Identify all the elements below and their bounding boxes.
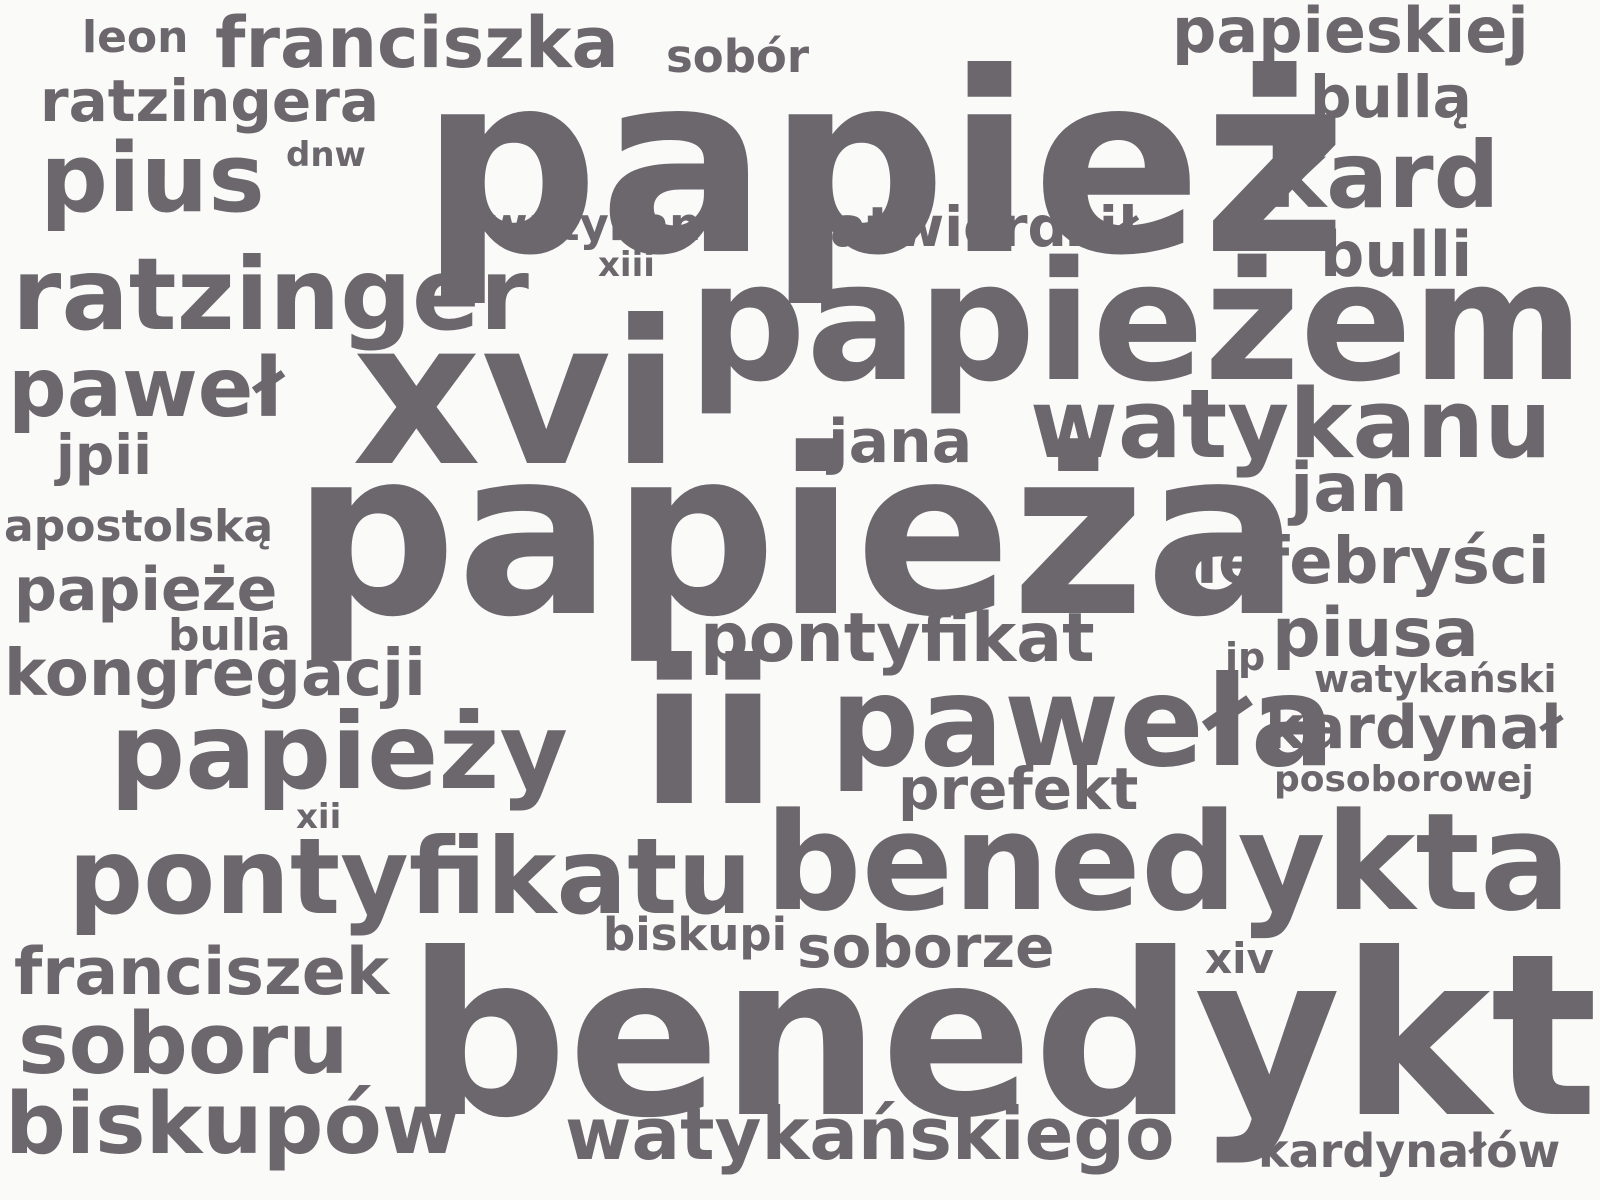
word-jan: jan bbox=[1290, 449, 1408, 528]
word-jana: jana bbox=[828, 407, 973, 477]
word-zatwierdzil: zatwierdził bbox=[798, 195, 1139, 259]
word-dnw: dnw bbox=[286, 135, 366, 175]
word-franciszka: franciszka bbox=[215, 2, 619, 84]
word-franciszek: franciszek bbox=[14, 935, 390, 1010]
word-posoborowej: posoborowej bbox=[1274, 759, 1534, 800]
word-bulla-instr: bullą bbox=[1310, 63, 1472, 131]
word-pontyfikatu: pontyfikatu bbox=[68, 816, 753, 938]
word-sobor: sobór bbox=[666, 30, 810, 83]
word-xiv: xiv bbox=[1205, 934, 1274, 983]
word-kongregacji: kongregacji bbox=[4, 637, 426, 711]
word-pius: pius bbox=[40, 124, 265, 234]
word-leon: leon bbox=[82, 12, 189, 63]
word-apostolska: apostolską bbox=[4, 501, 274, 552]
word-ii: ii bbox=[640, 618, 778, 851]
word-xxiii: xiii bbox=[598, 245, 655, 285]
word-biskupow: biskupów bbox=[5, 1075, 461, 1174]
word-watykanski: watykański bbox=[1314, 657, 1557, 701]
word-papieskiej: papieskiej bbox=[1172, 0, 1529, 67]
word-kard: kard bbox=[1265, 122, 1500, 229]
word-benedykt: benedykt bbox=[406, 906, 1598, 1168]
word-jp: jp bbox=[1225, 635, 1266, 679]
word-watykanu: watykanu bbox=[1030, 370, 1552, 480]
word-papiez: papież bbox=[420, 19, 1348, 310]
word-bulla: bulla bbox=[168, 610, 291, 661]
word-benedykta: benedykta bbox=[765, 784, 1571, 941]
word-pawla: paweła bbox=[830, 650, 1335, 795]
word-xii: xii bbox=[296, 797, 342, 837]
word-lefebrysci: lefebryści bbox=[1196, 525, 1550, 599]
word-xvi: xvi bbox=[352, 278, 680, 511]
word-jpii: jpii bbox=[56, 423, 152, 487]
word-piusa: piusa bbox=[1272, 594, 1479, 673]
word-kardynalow: kardynałów bbox=[1258, 1124, 1561, 1178]
word-prefekt: prefekt bbox=[898, 755, 1139, 823]
word-kardynal: kardynał bbox=[1265, 693, 1563, 763]
word-bulli: bulli bbox=[1320, 218, 1473, 291]
word-pawel: paweł bbox=[8, 341, 284, 436]
word-biskupi: biskupi bbox=[603, 908, 788, 961]
word-watykan: watykan bbox=[486, 198, 702, 251]
word-watykanskiego: watykańskiego bbox=[565, 1092, 1175, 1176]
word-papiezy: papieży bbox=[110, 691, 568, 813]
word-soboru: soboru bbox=[18, 995, 349, 1094]
word-soborze: soborze bbox=[797, 913, 1055, 981]
word-papieze: papieże bbox=[14, 555, 278, 625]
word-ratzinger: ratzinger bbox=[12, 236, 529, 353]
word-ratzingera: ratzingera bbox=[40, 67, 379, 135]
word-pontyfikat: pontyfikat bbox=[700, 599, 1095, 678]
word-papiezem: papieżem bbox=[688, 226, 1584, 418]
word-papieza: papieża bbox=[292, 401, 1301, 668]
